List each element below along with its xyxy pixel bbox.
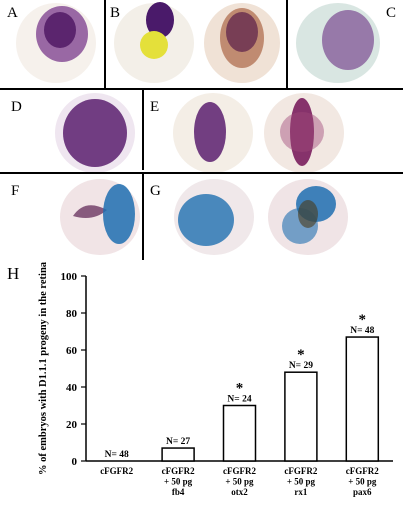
separator [104, 0, 106, 88]
panel-label-d: D [11, 99, 22, 115]
panel-label-e: E [150, 99, 160, 115]
embryo-photo-g2 [268, 179, 348, 255]
bar [161, 447, 195, 462]
embryo-photo-e2 [264, 93, 344, 173]
panel-label-h: H [7, 264, 20, 283]
y-tick-label: 0 [72, 456, 78, 468]
bar [345, 336, 380, 462]
category-label: rx1 [294, 487, 307, 497]
panel-label-f: F [11, 183, 20, 199]
category-label: pax6 [353, 487, 372, 497]
category-label: cFGFR2 [284, 466, 317, 476]
panel-label-b: B [110, 5, 121, 21]
embryo-photo-c [296, 3, 380, 83]
bar [284, 371, 318, 462]
separator [142, 90, 144, 170]
category-label: cFGFR2 [346, 466, 379, 476]
bar-count-label: N= 29 [289, 361, 313, 371]
y-tick-label: 20 [66, 419, 78, 431]
category-label: cFGFR2 [100, 466, 133, 476]
embryo-photo-g1 [174, 179, 254, 255]
category-label: + 50 pg [164, 477, 193, 487]
significance-asterisk: * [236, 381, 244, 397]
embryo-photo-d [55, 93, 135, 173]
category-label: + 50 pg [348, 477, 377, 487]
separator [286, 0, 288, 88]
category-label: otx2 [231, 487, 248, 497]
category-label: + 50 pg [225, 477, 254, 487]
separator [0, 88, 403, 90]
embryo-photo-b1 [114, 2, 194, 83]
y-axis-label: % of embryos with D1.1.1 progeny in the … [38, 262, 49, 475]
significance-asterisk: * [359, 312, 367, 328]
separator [0, 172, 403, 174]
bar-chart: 0 20 40 60 80 100 % of embryos with D1.1.1 pro… [38, 261, 393, 497]
bar [222, 404, 257, 462]
significance-asterisk: * [297, 347, 305, 363]
category-label: cFGFR2 [223, 466, 256, 476]
category-label: + 50 pg [287, 477, 316, 487]
embryo-photo-e1 [173, 93, 253, 173]
embryo-photo-a [16, 3, 96, 83]
category-label: cFGFR2 [162, 466, 195, 476]
bar-count-label: N= 24 [227, 395, 251, 405]
y-tick-label: 40 [66, 382, 78, 394]
bar-count-label: N= 27 [166, 437, 190, 447]
chart-container: 0 20 40 60 80 100 % of embryos with D1.1.1 pro… [0, 261, 403, 500]
panel-label-a: A [7, 5, 18, 21]
panel-label-c: C [386, 5, 397, 21]
bar-count-label: N= 48 [350, 326, 374, 336]
embryo-photo-f [60, 179, 140, 255]
separator [142, 174, 144, 260]
panel-label-g: G [150, 183, 161, 199]
bar-count-label: N= 48 [105, 450, 129, 460]
y-tick-label: 80 [66, 308, 78, 320]
category-label: fb4 [172, 487, 185, 497]
y-tick-label: 100 [61, 271, 78, 283]
y-tick-label: 60 [66, 345, 78, 357]
embryo-photo-b2 [204, 3, 280, 83]
